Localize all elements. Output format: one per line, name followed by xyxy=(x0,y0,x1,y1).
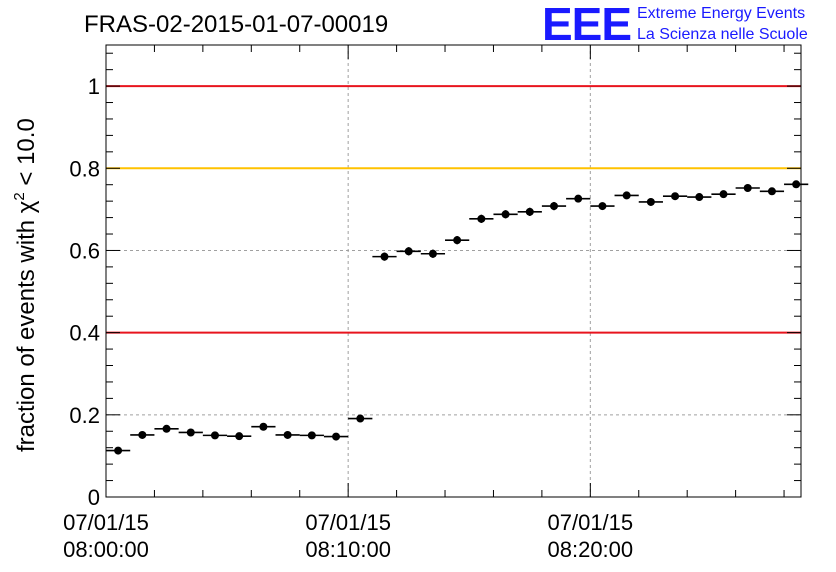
grid-lines xyxy=(106,45,801,497)
y-axis-label-symbol: χ xyxy=(13,200,40,213)
point-marker xyxy=(332,432,341,441)
point-marker xyxy=(404,247,413,256)
point-marker xyxy=(477,214,486,223)
x-tick-label-time: 08:10:00 xyxy=(305,537,391,562)
data-point xyxy=(299,431,324,440)
data-point xyxy=(202,431,228,440)
y-tick-label: 0.4 xyxy=(69,321,100,346)
data-points xyxy=(106,180,809,455)
point-marker xyxy=(162,424,171,433)
point-marker xyxy=(453,236,462,245)
data-point xyxy=(687,193,712,202)
y-tick-label: 0.2 xyxy=(69,403,100,428)
point-marker xyxy=(307,431,316,440)
y-tick-label: 0.8 xyxy=(69,156,100,181)
point-marker xyxy=(114,446,123,455)
y-axis-label-prefix: fraction of events with xyxy=(13,213,40,452)
point-marker xyxy=(356,414,365,423)
data-point xyxy=(154,424,179,433)
y-tick-label: 1 xyxy=(88,74,100,99)
tick-labels: 00.20.40.60.8107/01/1508:00:0007/01/1508… xyxy=(63,74,633,562)
data-point xyxy=(566,194,591,203)
point-marker xyxy=(428,249,437,258)
y-axis-label: fraction of events with χ2 < 10.0 xyxy=(11,118,40,452)
data-point xyxy=(251,422,276,431)
data-point xyxy=(348,414,373,423)
data-point xyxy=(711,190,736,199)
y-axis-label-suffix: < 10.0 xyxy=(13,118,40,192)
data-point xyxy=(445,236,470,245)
reference-lines xyxy=(106,85,801,334)
data-point xyxy=(614,191,639,200)
data-point xyxy=(735,183,760,192)
x-tick-label-time: 08:20:00 xyxy=(548,537,634,562)
point-marker xyxy=(380,252,389,261)
x-tick-label-time: 08:00:00 xyxy=(63,537,149,562)
point-marker xyxy=(259,422,268,431)
y-axis-label-superscript: 2 xyxy=(11,192,28,200)
data-point xyxy=(541,201,567,211)
data-point xyxy=(469,214,494,223)
data-point xyxy=(493,210,518,219)
data-point xyxy=(130,430,155,439)
logo-line-2: La Scienza nelle Scuole xyxy=(637,26,808,43)
data-point xyxy=(638,197,663,206)
data-point xyxy=(106,446,131,455)
data-point xyxy=(517,207,542,216)
point-marker xyxy=(671,192,680,201)
point-marker xyxy=(501,210,510,219)
x-tick-label-date: 07/01/15 xyxy=(548,510,634,535)
y-tick-label: 0.6 xyxy=(69,238,100,263)
point-marker xyxy=(283,430,292,439)
data-point xyxy=(372,252,397,261)
point-marker xyxy=(138,430,147,439)
data-point xyxy=(178,428,203,437)
axes xyxy=(105,44,802,498)
data-point xyxy=(396,247,421,256)
point-marker xyxy=(574,194,583,203)
y-tick-label: 0 xyxy=(88,485,100,510)
point-marker xyxy=(695,193,704,202)
point-marker xyxy=(210,431,219,440)
point-marker xyxy=(235,432,244,441)
data-point xyxy=(275,430,300,439)
point-marker xyxy=(525,207,534,216)
data-point xyxy=(662,192,688,201)
x-tick-label-date: 07/01/15 xyxy=(63,510,149,535)
plot-frame xyxy=(105,44,802,498)
point-marker xyxy=(186,428,195,437)
point-marker xyxy=(646,197,655,206)
point-marker xyxy=(767,187,776,196)
eee-logo: EEE Extreme Energy Events La Scienza nel… xyxy=(542,0,808,50)
point-marker xyxy=(743,183,752,192)
x-tick-label-date: 07/01/15 xyxy=(305,510,391,535)
point-marker xyxy=(598,202,607,211)
logo-mark: EEE xyxy=(542,0,631,50)
data-point xyxy=(590,202,615,211)
point-marker xyxy=(719,190,728,199)
data-point xyxy=(420,249,446,258)
chart-title: FRAS-02-2015-01-07-00019 xyxy=(84,11,388,38)
logo-line-1: Extreme Energy Events xyxy=(637,5,805,22)
data-point xyxy=(759,187,785,196)
point-marker xyxy=(622,191,631,200)
point-marker xyxy=(549,202,558,211)
data-point xyxy=(227,432,252,441)
data-point xyxy=(323,432,349,441)
